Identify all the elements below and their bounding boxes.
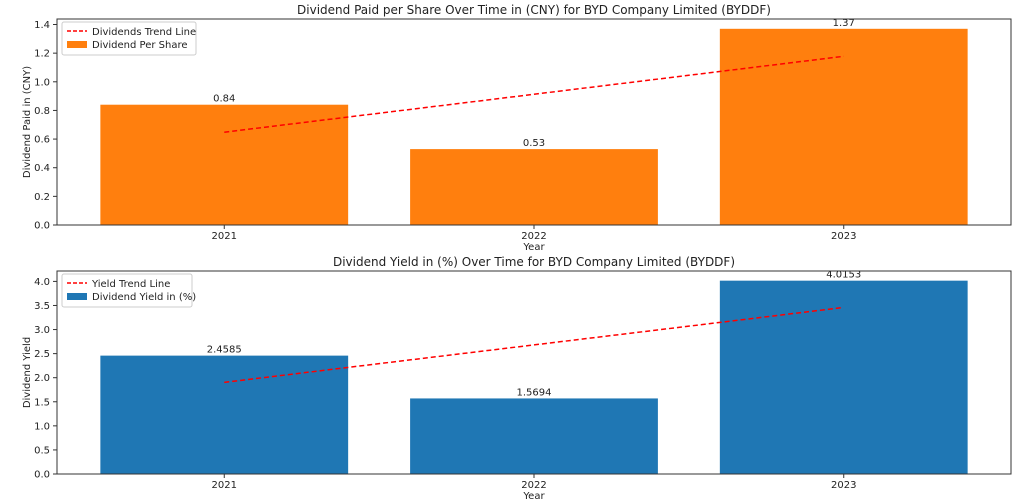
x-tick-label: 2023 [831, 480, 856, 491]
bar-value-label: 0.84 [213, 94, 235, 105]
y-axis-label: Dividend Paid in (CNY) [22, 66, 33, 178]
x-tick-label: 2022 [521, 480, 546, 491]
x-tick-label: 2021 [212, 480, 237, 491]
y-tick-label: 0.5 [34, 445, 50, 456]
legend-box [61, 273, 193, 308]
x-axis-label: Year [522, 242, 545, 253]
legend-bar-swatch [67, 41, 87, 48]
legend-trend-label: Yield Trend Line [91, 279, 170, 290]
legend-trend-label: Dividends Trend Line [92, 27, 196, 38]
y-tick-label: 1.0 [34, 77, 50, 88]
y-tick-label: 1.0 [34, 421, 50, 432]
bar-2022 [410, 149, 658, 225]
y-tick-label: 3.0 [34, 325, 50, 336]
bar-2022 [410, 398, 658, 474]
y-tick-label: 0.8 [34, 106, 50, 117]
legend-bar-swatch [67, 293, 87, 300]
y-tick-label: 0.4 [34, 163, 50, 174]
bar-2023 [719, 280, 968, 474]
y-tick-label: 0.2 [34, 192, 50, 203]
legend-bar-label: Dividend Per Share [92, 40, 188, 51]
legend: Dividends Trend Line Dividend Per Share [61, 21, 197, 56]
y-tick-label: 2.0 [34, 373, 50, 384]
x-tick-label: 2022 [521, 231, 546, 242]
x-axis-label: Year [522, 491, 545, 502]
y-tick-label: 0.0 [34, 470, 50, 481]
bar-2021 [100, 355, 349, 474]
y-tick-label: 0.0 [34, 221, 50, 232]
legend: Yield Trend Line Dividend Yield in (%) [61, 273, 196, 308]
bar-value-label: 0.53 [523, 138, 545, 149]
y-tick-label: 3.5 [34, 301, 50, 312]
bar-value-label: 1.5694 [517, 387, 552, 398]
bar-2021 [100, 104, 349, 225]
trend-line [224, 55, 844, 133]
y-tick-label: 1.4 [34, 20, 50, 31]
y-tick-label: 1.2 [34, 49, 50, 60]
legend-box [61, 21, 197, 56]
bar-value-label: 2.4585 [207, 345, 242, 356]
legend-bar-label: Dividend Yield in (%) [92, 292, 196, 303]
x-tick-label: 2021 [212, 231, 237, 242]
chart-panel-2: Dividend Yield in (%) Over Time for BYD … [22, 255, 1012, 502]
y-tick-label: 1.5 [34, 397, 50, 408]
y-tick-label: 2.5 [34, 349, 50, 360]
chart-title: Dividend Yield in (%) Over Time for BYD … [333, 255, 735, 269]
bar-2023 [719, 28, 968, 225]
x-tick-label: 2023 [831, 231, 856, 242]
chart-title: Dividend Paid per Share Over Time in (CN… [297, 3, 771, 17]
bar-value-label: 1.37 [833, 18, 855, 29]
y-tick-label: 4.0 [34, 277, 50, 288]
y-tick-label: 0.6 [34, 135, 50, 146]
chart-panel-1: Dividend Paid per Share Over Time in (CN… [22, 3, 1012, 253]
y-axis-label: Dividend Yield [22, 337, 33, 408]
bar-value-label: 4.0153 [826, 270, 861, 281]
